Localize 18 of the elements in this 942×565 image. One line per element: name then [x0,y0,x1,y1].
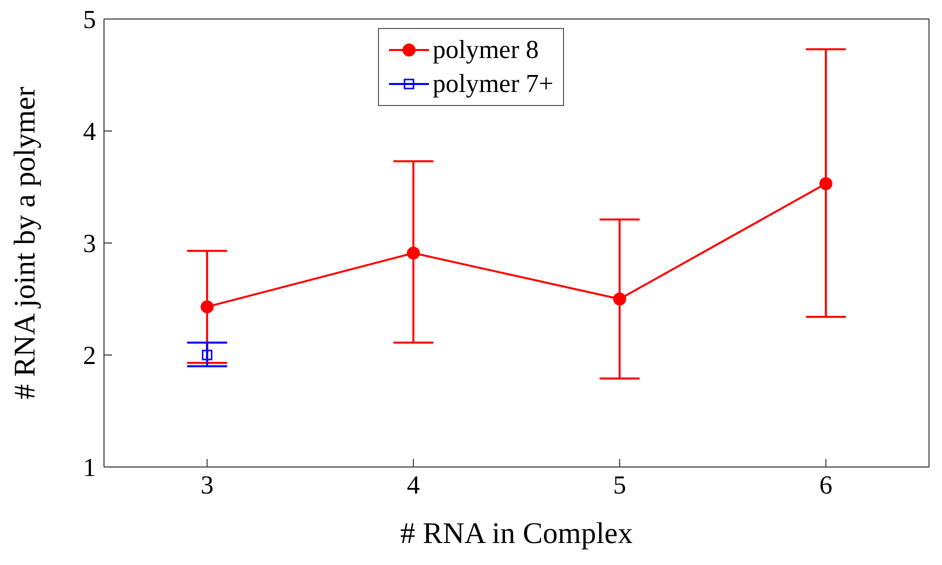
x-tick-label: 4 [406,470,420,500]
point [202,350,212,360]
legend-label: polymer 8 [432,34,539,66]
legend-label: polymer 7+ [432,68,554,100]
y-tick-label: 2 [83,341,96,370]
y-axis-title: # RNA joint by a polymer [8,86,42,400]
x-tick-label: 3 [200,470,214,500]
x-axis-title: # RNA in Complex [400,517,633,550]
x-tick-label: 6 [819,470,832,500]
y-tick-label: 4 [83,117,96,146]
x-tick-label: 5 [613,470,626,500]
point [406,246,420,260]
y-tick-label: 5 [83,5,96,34]
y-tick-label: 3 [83,229,96,258]
point [613,292,626,306]
y-tick-label: 1 [83,453,96,482]
point [819,177,832,190]
point [200,300,214,314]
